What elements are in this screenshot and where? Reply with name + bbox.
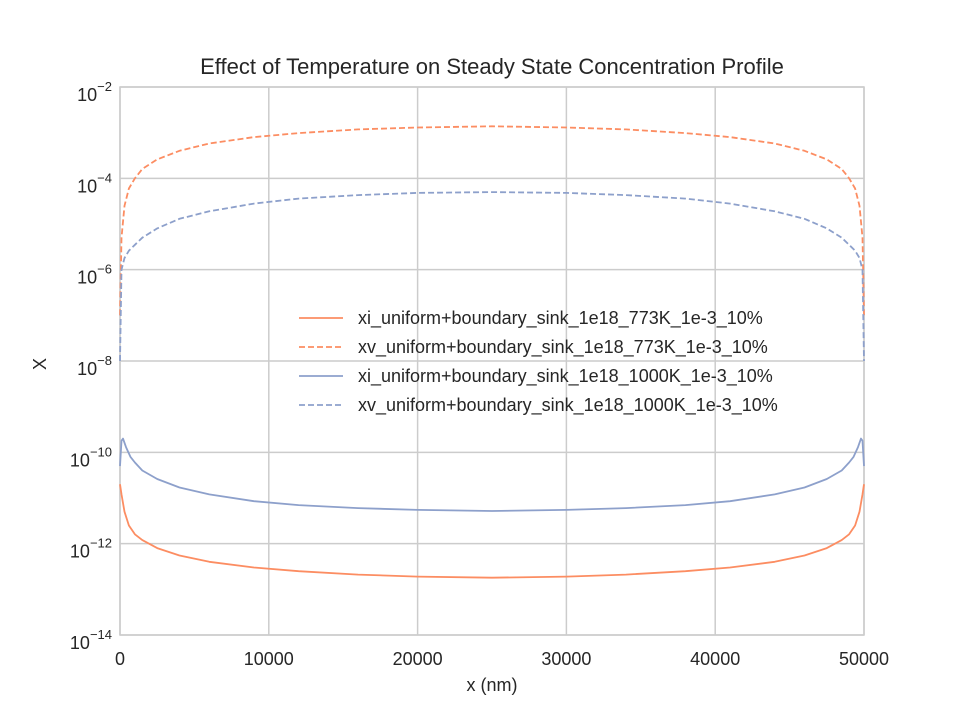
series-line-4 [119,191,865,362]
y-axis-label: X [30,358,50,370]
x-tick-label: 40000 [690,649,740,669]
legend-label: xv_uniform+boundary_sink_1e18_1000K_1e-3… [358,395,778,416]
legend-label: xv_uniform+boundary_sink_1e18_773K_1e-3_… [358,337,768,358]
series-line-1 [119,484,865,579]
x-axis-label: x (nm) [467,675,518,695]
x-tick-label: 20000 [393,649,443,669]
y-tick-base: 10 [70,542,90,562]
y-tick-exponent: −2 [97,79,112,94]
legend-label: xi_uniform+boundary_sink_1e18_773K_1e-3_… [358,308,763,329]
y-tick-base: 10 [70,633,90,653]
y-tick-label: 10−2 [77,79,112,105]
x-tick-label: 50000 [839,649,889,669]
legend: xi_uniform+boundary_sink_1e18_773K_1e-3_… [299,308,778,416]
y-tick-exponent: −12 [90,536,112,551]
y-tick-label: 10−10 [70,444,112,470]
y-tick-base: 10 [77,268,97,288]
x-tick-label: 0 [115,649,125,669]
y-tick-label: 10−14 [70,627,112,653]
y-tick-label: 10−12 [70,536,112,562]
y-tick-base: 10 [77,85,97,105]
y-tick-label: 10−8 [77,353,112,379]
y-tick-base: 10 [77,359,97,379]
y-tick-base: 10 [77,176,97,196]
y-tick-exponent: −14 [90,627,112,642]
y-tick-exponent: −10 [90,444,112,459]
x-tick-labels: 0 10000 20000 30000 40000 50000 [115,649,889,669]
series-line-2 [119,125,865,316]
y-tick-label: 10−4 [77,170,112,196]
y-tick-exponent: −4 [97,170,112,185]
legend-label: xi_uniform+boundary_sink_1e18_1000K_1e-3… [358,366,773,387]
y-tick-exponent: −8 [97,353,112,368]
x-tick-label: 30000 [541,649,591,669]
x-tick-label: 10000 [244,649,294,669]
y-tick-label: 10−6 [77,262,112,288]
y-tick-base: 10 [70,450,90,470]
series-layer [119,125,865,579]
series-line-3 [119,437,865,512]
chart-title: Effect of Temperature on Steady State Co… [200,54,784,79]
y-tick-exponent: −6 [97,262,112,277]
